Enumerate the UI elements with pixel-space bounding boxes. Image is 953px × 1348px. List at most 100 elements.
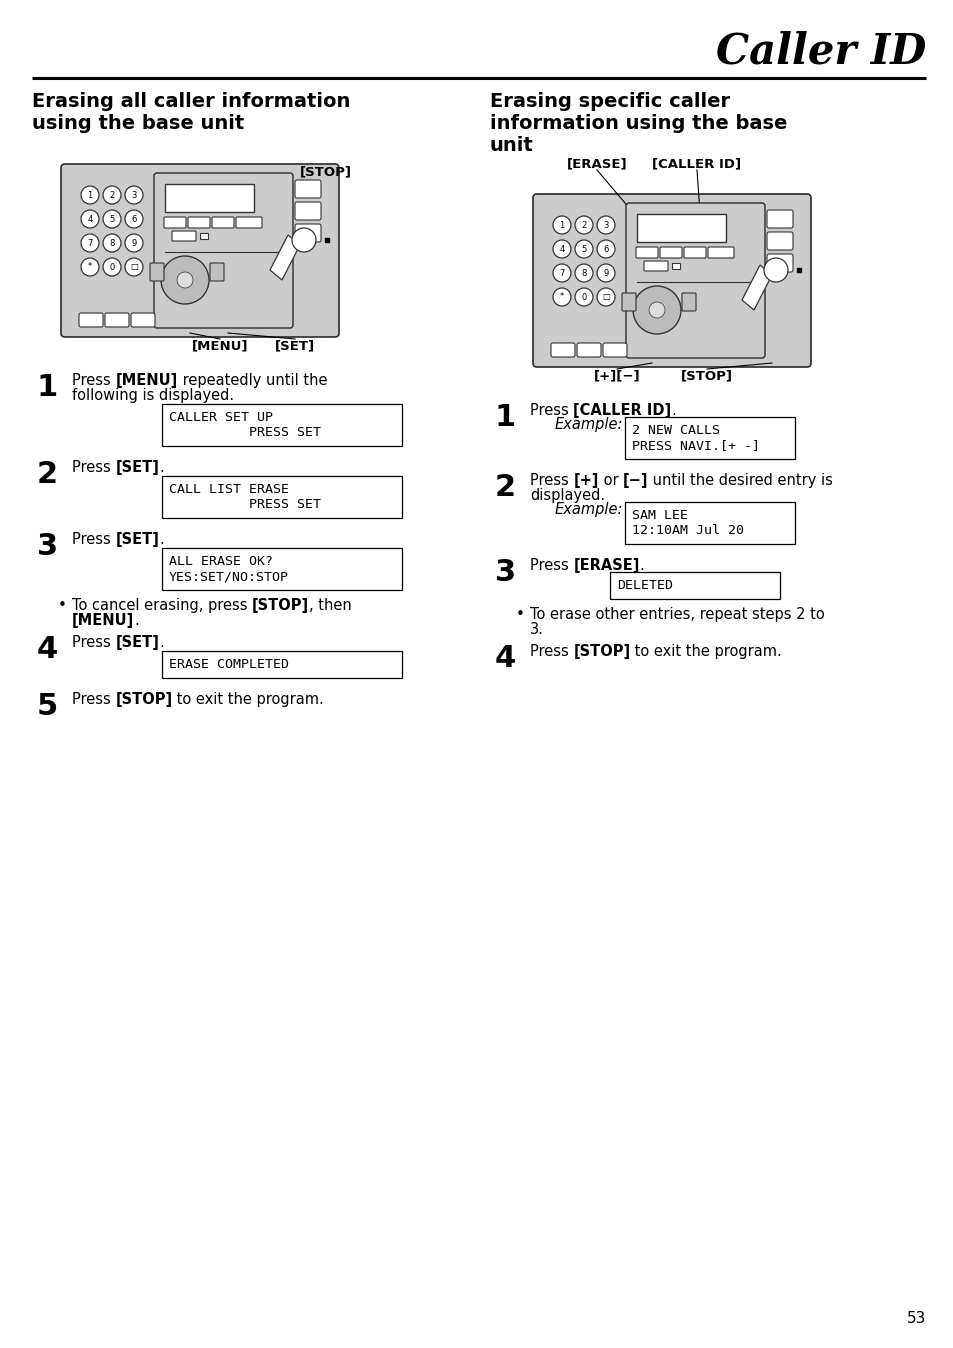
Circle shape (125, 235, 143, 252)
FancyBboxPatch shape (212, 217, 233, 228)
Text: 8: 8 (580, 268, 586, 278)
Text: 53: 53 (905, 1312, 925, 1326)
Circle shape (597, 216, 615, 235)
Text: Example:: Example: (555, 417, 622, 431)
Text: [MENU]: [MENU] (71, 613, 134, 628)
Circle shape (553, 240, 571, 257)
FancyBboxPatch shape (621, 293, 636, 311)
Text: [ERASE]: [ERASE] (573, 558, 639, 573)
Text: Caller ID: Caller ID (715, 30, 925, 71)
Bar (165, 183, 253, 212)
Circle shape (575, 240, 593, 257)
FancyBboxPatch shape (172, 231, 195, 241)
FancyBboxPatch shape (294, 224, 320, 243)
Text: YES:SET/NO:STOP: YES:SET/NO:STOP (169, 570, 289, 582)
Text: .: . (159, 460, 164, 474)
Text: 5: 5 (580, 244, 586, 253)
FancyBboxPatch shape (766, 232, 792, 249)
Polygon shape (270, 235, 299, 280)
Text: Press: Press (530, 558, 573, 573)
Text: [STOP]: [STOP] (299, 164, 352, 178)
Text: displayed.: displayed. (530, 488, 604, 503)
Circle shape (161, 256, 209, 305)
Text: [SET]: [SET] (274, 338, 314, 352)
Text: .: . (159, 532, 164, 547)
Text: Press: Press (530, 403, 573, 418)
Bar (162, 549, 401, 590)
Text: [SET]: [SET] (115, 532, 159, 547)
Text: 1: 1 (37, 373, 58, 402)
Text: Press: Press (530, 473, 573, 488)
Text: .: . (159, 635, 164, 650)
Circle shape (553, 264, 571, 282)
Text: 0: 0 (580, 293, 586, 302)
Text: [STOP]: [STOP] (680, 369, 732, 381)
Text: 4: 4 (558, 244, 564, 253)
FancyBboxPatch shape (577, 342, 600, 357)
Text: 7: 7 (88, 239, 92, 248)
Text: [+][−]: [+][−] (593, 369, 639, 381)
Text: 8: 8 (110, 239, 114, 248)
Text: 2 NEW CALLS: 2 NEW CALLS (632, 425, 720, 437)
Circle shape (763, 257, 787, 282)
Text: .: . (134, 613, 139, 628)
Text: 5: 5 (37, 692, 58, 721)
Bar (200, 233, 208, 239)
Circle shape (103, 257, 121, 276)
Text: PRESS SET: PRESS SET (169, 497, 320, 511)
Text: [ERASE]: [ERASE] (566, 156, 627, 170)
Bar (162, 404, 401, 446)
Text: [SET]: [SET] (115, 635, 159, 650)
Bar (637, 214, 725, 243)
Circle shape (648, 302, 664, 318)
Text: 3: 3 (132, 190, 136, 200)
Text: *: * (88, 263, 92, 271)
Text: *: * (559, 293, 563, 302)
Text: 4: 4 (495, 644, 516, 673)
Text: or: or (598, 473, 622, 488)
Circle shape (597, 264, 615, 282)
Text: 7: 7 (558, 268, 564, 278)
FancyBboxPatch shape (683, 247, 705, 257)
Text: Press: Press (530, 644, 573, 659)
FancyBboxPatch shape (235, 217, 262, 228)
Text: •: • (516, 607, 524, 621)
FancyBboxPatch shape (551, 342, 575, 357)
Text: PRESS NAVI.[+ -]: PRESS NAVI.[+ -] (632, 439, 760, 452)
Text: 2: 2 (37, 460, 58, 489)
Text: [STOP]: [STOP] (115, 692, 172, 706)
FancyBboxPatch shape (188, 217, 210, 228)
Text: 1: 1 (495, 403, 516, 431)
Circle shape (597, 240, 615, 257)
FancyBboxPatch shape (659, 247, 681, 257)
FancyBboxPatch shape (625, 204, 764, 359)
Circle shape (81, 257, 99, 276)
Text: [CALLER ID]: [CALLER ID] (652, 156, 740, 170)
Text: ERASE COMPLETED: ERASE COMPLETED (169, 658, 289, 671)
Text: 9: 9 (132, 239, 136, 248)
Circle shape (103, 235, 121, 252)
Text: 4: 4 (88, 214, 92, 224)
Text: repeatedly until the: repeatedly until the (177, 373, 327, 388)
Text: PRESS SET: PRESS SET (169, 426, 320, 439)
Text: 3: 3 (602, 221, 608, 229)
FancyBboxPatch shape (602, 342, 626, 357)
Text: 2: 2 (110, 190, 114, 200)
Polygon shape (741, 266, 771, 310)
Circle shape (125, 210, 143, 228)
Text: CALLER SET UP: CALLER SET UP (169, 411, 273, 425)
Bar (625, 501, 795, 545)
Text: To cancel erasing, press: To cancel erasing, press (71, 599, 252, 613)
Text: Erasing all caller information
using the base unit: Erasing all caller information using the… (32, 92, 350, 133)
FancyBboxPatch shape (105, 313, 129, 328)
Text: , then: , then (309, 599, 352, 613)
Circle shape (553, 288, 571, 306)
FancyBboxPatch shape (533, 194, 810, 367)
Text: 5: 5 (110, 214, 114, 224)
Circle shape (553, 216, 571, 235)
Text: to exit the program.: to exit the program. (172, 692, 324, 706)
Text: 3: 3 (37, 532, 58, 561)
Text: To erase other entries, repeat steps 2 to: To erase other entries, repeat steps 2 t… (530, 607, 824, 621)
Circle shape (81, 210, 99, 228)
Text: •: • (58, 599, 67, 613)
